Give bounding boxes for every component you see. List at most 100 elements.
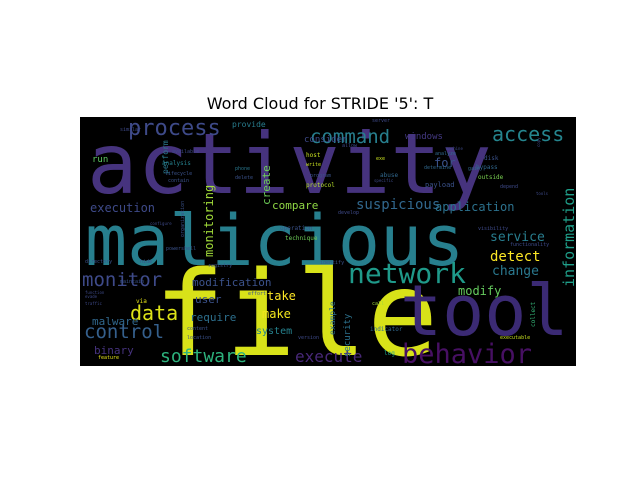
word-activity: activity	[87, 117, 492, 213]
word-powershell: powershell	[166, 246, 196, 252]
word-feature: feature	[98, 355, 119, 361]
word-identify: identify	[320, 260, 344, 266]
word-call: call	[372, 301, 384, 307]
word-run: run	[92, 155, 108, 165]
word-content: content	[187, 326, 208, 332]
word-binary: binary	[94, 344, 134, 357]
word-program: program	[310, 173, 331, 179]
word-monitor: monitor	[82, 269, 162, 291]
word-take: take	[267, 289, 296, 303]
word-security: security	[343, 313, 353, 357]
word-delete: delete	[235, 175, 253, 181]
word-change: change	[492, 264, 539, 279]
word-configure: configure	[150, 221, 172, 226]
word-modify: modify	[458, 284, 501, 298]
word-service: service	[490, 230, 545, 245]
word-provide: provide	[232, 120, 266, 129]
word-directory: directory	[85, 259, 112, 265]
word-organization: organization	[180, 201, 186, 237]
word-analysis: analysis	[162, 160, 191, 167]
word-hide: hide	[140, 259, 152, 265]
word-version: version	[298, 335, 319, 341]
word-technique: technique	[285, 235, 318, 242]
word-example: example	[328, 301, 337, 335]
word-host: host	[306, 152, 321, 159]
word-registry: registry	[208, 263, 232, 269]
word-outside: outside	[478, 174, 504, 181]
word-create: create	[260, 165, 273, 205]
word-process: process	[128, 117, 221, 141]
word-copy: copy	[536, 137, 541, 147]
word-malware: malware	[92, 315, 138, 328]
word-collect: collect	[530, 301, 537, 327]
word-disk: disk	[484, 155, 499, 162]
word-phone: phone	[235, 166, 250, 172]
word-log: log	[384, 350, 395, 357]
word-machine: machine	[446, 146, 463, 151]
word-server: server	[372, 118, 390, 124]
word-protocol: protocol	[306, 182, 335, 189]
word-execution: execution	[90, 201, 155, 215]
word-require: require	[190, 311, 236, 324]
word-suspicious: suspicious	[356, 197, 440, 213]
word-cloud-plot: activity malicious file tool behavior network…	[80, 117, 576, 366]
word-network: network	[348, 257, 466, 290]
word-effort: effort	[248, 291, 266, 297]
word-exe: exe	[376, 156, 385, 162]
word-similar: similar	[120, 127, 141, 133]
word-compare: compare	[272, 199, 318, 212]
word-location: location	[187, 335, 211, 341]
word-behavior: behavior	[402, 339, 532, 366]
word-for: for	[434, 156, 456, 170]
word-analyze: analyze	[435, 151, 456, 157]
word-tools: tools	[536, 191, 549, 196]
word-make: make	[262, 307, 291, 321]
word-monitoring: monitoring	[202, 185, 216, 257]
word-evade: evade	[85, 294, 98, 299]
word-consider: consider	[304, 135, 348, 145]
word-perform: perform	[161, 140, 170, 174]
word-determine: determine	[424, 165, 451, 171]
word-detect: detect	[490, 249, 541, 265]
word-control: control	[84, 321, 164, 343]
chart-title: Word Cloud for STRIDE '5': T	[206, 94, 434, 113]
word-system: system	[256, 326, 292, 337]
word-available: available	[172, 149, 199, 155]
word-visibility: visibility	[478, 226, 508, 232]
word-depend: depend	[500, 184, 518, 190]
word-specific: specific	[374, 178, 394, 183]
word-write: write	[306, 162, 321, 168]
word-payload: payload	[425, 181, 455, 189]
word-tool: tool	[400, 270, 569, 352]
word-data: data	[130, 301, 178, 325]
word-access: access	[492, 122, 564, 146]
word-application: application	[435, 200, 514, 214]
word-via: via	[136, 298, 147, 305]
word-lifecycle: lifecycle	[165, 171, 192, 177]
word-user: user	[195, 293, 222, 306]
word-cloud-background	[80, 117, 576, 366]
word-contain: contain	[168, 178, 189, 184]
word-abuse: abuse	[380, 172, 398, 179]
word-gain: gain	[468, 166, 480, 172]
word-functionality: functionality	[510, 242, 549, 248]
word-maintain: maintain	[120, 279, 144, 285]
word-executable: executable	[500, 335, 530, 341]
word-indicator: indicator	[370, 326, 403, 333]
word-modification: modification	[192, 276, 271, 289]
word-develop: develop	[338, 210, 359, 216]
word-traffic: traffic	[85, 301, 102, 306]
word-information: information	[560, 188, 576, 287]
word-execute: execute	[295, 347, 362, 366]
word-allow: allow	[342, 143, 358, 149]
word-function: function	[85, 290, 105, 295]
word-windows: windows	[405, 132, 443, 142]
word-command: command	[310, 126, 390, 148]
word-operation: operation	[280, 225, 313, 232]
word-malicious: malicious	[85, 200, 464, 282]
word-bypass: bypass	[476, 164, 498, 171]
word-file: file	[154, 245, 438, 366]
word-software: software	[160, 346, 247, 366]
